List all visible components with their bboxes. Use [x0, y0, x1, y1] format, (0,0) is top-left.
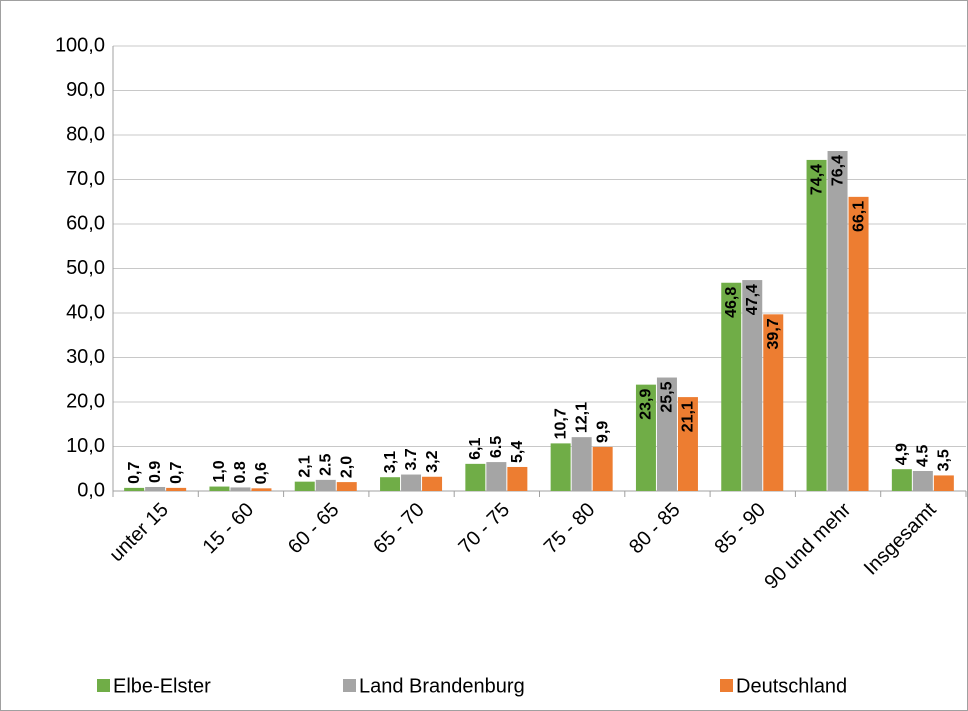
value-label: 3,2	[424, 450, 441, 472]
bar	[742, 280, 763, 491]
legend-swatch	[343, 679, 356, 692]
bar	[848, 196, 869, 492]
bar	[251, 488, 272, 491]
value-label: 6.5	[488, 436, 505, 458]
bar	[763, 314, 784, 491]
bar	[677, 397, 698, 491]
legend-swatch	[720, 679, 733, 692]
value-label: 1,0	[211, 460, 228, 482]
value-label: 21,1	[680, 401, 697, 432]
value-label: 5,4	[509, 441, 526, 463]
bar	[315, 479, 336, 491]
y-tick-label: 90,0	[66, 79, 105, 101]
value-label: 2,0	[338, 456, 355, 478]
bar	[592, 446, 613, 491]
legend-swatch	[97, 679, 110, 692]
value-label: 2.5	[317, 454, 334, 476]
y-tick-label: 20,0	[66, 390, 105, 412]
value-label: 0,6	[253, 462, 270, 484]
y-tick-label: 100,0	[55, 34, 105, 56]
value-label: 0,7	[168, 462, 185, 484]
bar	[336, 482, 357, 491]
y-tick-label: 70,0	[66, 168, 105, 190]
y-tick-label: 30,0	[66, 346, 105, 368]
value-label: 23,9	[638, 389, 655, 420]
value-label: 47,4	[744, 284, 761, 315]
y-tick-label: 80,0	[66, 123, 105, 145]
bar	[401, 474, 422, 491]
y-tick-label: 0,0	[77, 479, 105, 501]
bar	[145, 486, 166, 491]
bar	[422, 476, 443, 491]
value-label: 3.7	[403, 448, 420, 470]
bar	[571, 437, 592, 491]
bar	[933, 475, 954, 491]
bar	[294, 481, 315, 491]
value-label: 9,9	[594, 421, 611, 443]
value-label: 46,8	[723, 287, 740, 318]
bar	[656, 377, 677, 491]
bar	[230, 487, 251, 491]
bar	[209, 486, 230, 491]
value-label: 0.8	[232, 461, 249, 483]
bar	[721, 282, 742, 491]
value-label: 74,4	[808, 164, 825, 195]
bar	[912, 470, 933, 491]
value-label: 0.9	[147, 461, 164, 483]
bar	[507, 466, 528, 491]
value-label: 6,1	[467, 438, 484, 460]
value-label: 0,7	[126, 462, 143, 484]
value-label: 12,1	[573, 402, 590, 433]
value-label: 4,9	[894, 443, 911, 465]
bar	[124, 487, 145, 491]
bar	[891, 469, 912, 491]
bar	[827, 151, 848, 491]
bar	[465, 463, 486, 491]
y-tick-label: 60,0	[66, 212, 105, 234]
bar	[550, 443, 571, 491]
value-label: 4.5	[915, 445, 932, 467]
value-label: 76,4	[829, 155, 846, 186]
bar	[486, 462, 507, 491]
y-tick-label: 10,0	[66, 435, 105, 457]
bar	[806, 159, 827, 492]
value-label: 2,1	[296, 455, 313, 477]
bar	[380, 477, 401, 491]
bar	[166, 487, 187, 491]
y-tick-label: 50,0	[66, 257, 105, 279]
value-label: 66,1	[850, 201, 867, 232]
y-tick-label: 40,0	[66, 301, 105, 323]
legend-label: Deutschland	[736, 675, 847, 697]
value-label: 39,7	[765, 318, 782, 349]
legend-label: Elbe-Elster	[113, 675, 211, 697]
value-label: 25,5	[659, 381, 676, 412]
value-label: 10,7	[552, 408, 569, 439]
value-label: 3,1	[382, 451, 399, 473]
value-label: 3,5	[936, 449, 953, 471]
legend-label: Land Brandenburg	[359, 675, 525, 697]
bar	[635, 384, 656, 491]
